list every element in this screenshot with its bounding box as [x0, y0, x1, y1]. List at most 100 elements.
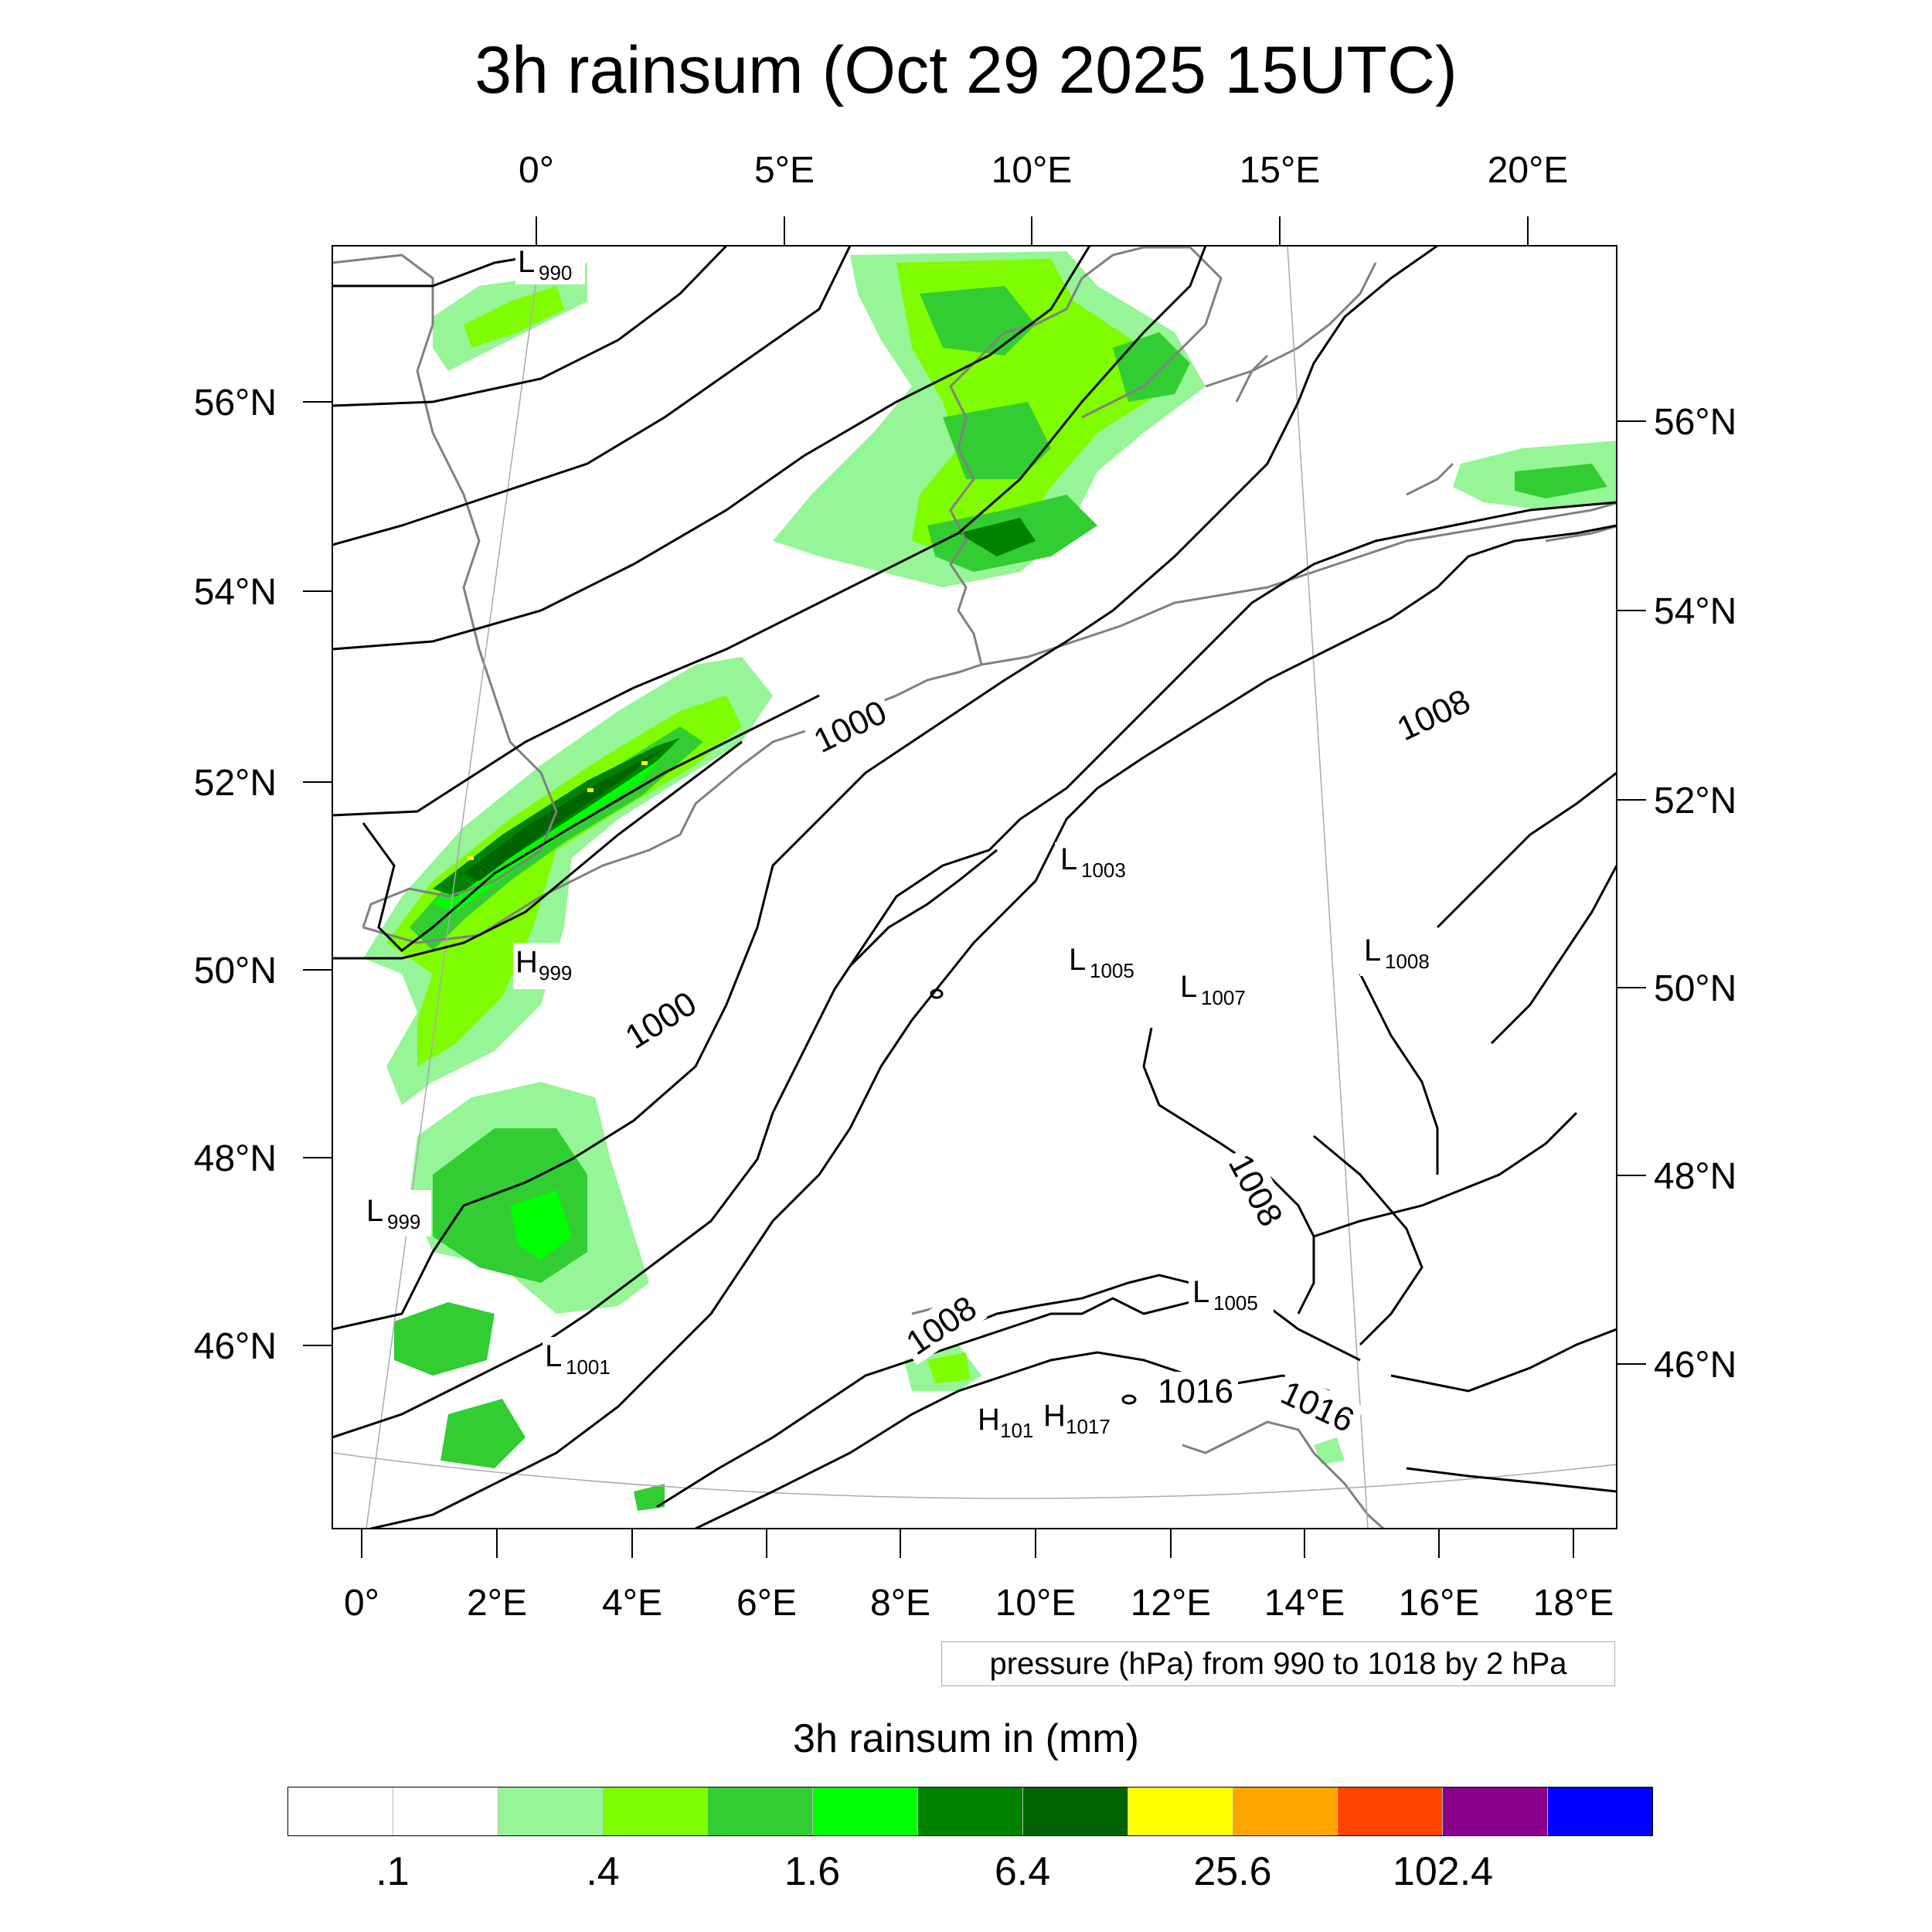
top-axis: 0° 5°E 10°E 15°E 20°E	[519, 150, 1568, 191]
coastline	[1205, 262, 1377, 388]
pressure-center: L 1001	[543, 1337, 620, 1383]
coastline	[1235, 354, 1269, 403]
isobar	[1406, 1467, 1617, 1493]
axis-tick-label: 18°E	[1533, 1583, 1614, 1624]
coastline	[981, 502, 1617, 666]
label-box	[1270, 1371, 1365, 1442]
colorbar-cell	[1128, 1787, 1233, 1835]
isobar	[362, 694, 820, 952]
isobar	[332, 246, 1438, 1331]
isobar-loop	[930, 988, 944, 999]
center-value: 101	[1000, 1419, 1033, 1442]
pressure-centers: L 990 H 999 L 999 L 1001 L 1003	[362, 245, 1437, 1445]
axis-tick-label: 52°N	[194, 763, 277, 804]
rain-area	[958, 518, 1036, 556]
rain-area	[634, 1484, 665, 1511]
isobar	[332, 246, 728, 407]
axis-tick-label: 52°N	[1654, 781, 1736, 821]
colorbar	[287, 1787, 1653, 1836]
label-box	[612, 978, 706, 1056]
isobar	[332, 246, 852, 546]
rain-area	[943, 402, 1051, 479]
label-box	[1176, 970, 1253, 1012]
isobar-value: 1016	[1275, 1374, 1359, 1440]
coastline	[332, 253, 558, 928]
colorbar-cell	[498, 1787, 604, 1835]
center-letter: H	[515, 945, 538, 979]
axis-tick-label: 14°E	[1264, 1583, 1345, 1624]
label-box	[543, 1337, 620, 1383]
isobar	[1436, 771, 1617, 929]
center-value: 999	[539, 961, 572, 985]
rain-area	[440, 1399, 526, 1468]
center-letter: H	[1043, 1399, 1066, 1433]
label-box	[803, 690, 897, 763]
pressure-center: L 1008	[1360, 934, 1437, 976]
isobar	[332, 740, 743, 960]
axis-tick-label: 16°E	[1399, 1583, 1480, 1624]
isobar-value: 1008	[1391, 682, 1475, 749]
axis-tick-label: 50°N	[1654, 968, 1736, 1009]
colorbar-cell	[1443, 1787, 1549, 1835]
pressure-center: L 1003	[1055, 842, 1140, 885]
colorbar-label: 25.6	[1193, 1849, 1272, 1894]
rain-area	[927, 1352, 970, 1383]
isobar	[332, 501, 1617, 1439]
center-value: 1003	[1081, 859, 1126, 882]
axis-tick-label: 15°E	[1240, 150, 1321, 191]
isobar-loop	[1121, 1394, 1137, 1405]
label-box	[1055, 842, 1140, 885]
axis-tick-label: 0°	[519, 150, 554, 191]
coastline	[1406, 462, 1454, 496]
center-letter: H	[978, 1403, 1000, 1437]
rain-area	[1314, 1437, 1345, 1464]
rain-area	[1113, 332, 1190, 402]
colorbar-label: 1.6	[784, 1849, 841, 1894]
label-box	[1040, 1399, 1121, 1441]
right-axis: 56°N 54°N 52°N 50°N 48°N 46°N	[1654, 402, 1736, 1386]
axis-tick-label: 12°E	[1131, 1583, 1212, 1624]
isobar	[849, 849, 998, 968]
isobar	[957, 1274, 1191, 1331]
isobar	[1359, 973, 1439, 1175]
pressure-center: L 990	[515, 245, 585, 284]
axis-tick-label: 2°E	[467, 1583, 527, 1624]
label-box	[515, 246, 585, 284]
center-value: 1007	[1201, 986, 1246, 1009]
center-letter: L	[1060, 842, 1077, 876]
colorbar-cell	[288, 1787, 393, 1835]
pressure-center: H 101	[975, 1403, 1041, 1445]
rain-spot	[587, 788, 594, 792]
label-box	[1153, 1372, 1238, 1410]
center-value: 1001	[566, 1355, 611, 1379]
colorbar-cell	[1022, 1787, 1128, 1835]
isobar	[370, 524, 1617, 1529]
pressure-center: H 999	[513, 943, 583, 989]
rain-area	[394, 1302, 495, 1376]
colorbar-cell	[1338, 1787, 1444, 1835]
coastlines	[332, 246, 1617, 1529]
label-box	[1189, 1275, 1274, 1318]
center-letter: L	[518, 245, 535, 279]
rainfall-field	[363, 251, 1617, 1511]
center-letter: L	[366, 1194, 383, 1228]
axis-tick-label: 48°N	[194, 1138, 277, 1179]
graticule-parallel	[332, 1452, 1617, 1499]
isobar	[1390, 1328, 1617, 1393]
label-box	[362, 1190, 431, 1236]
axis-tick-label: 56°N	[194, 383, 277, 423]
tick-marks	[303, 216, 1646, 1558]
label-box	[1219, 1143, 1293, 1237]
center-value: 1005	[1090, 959, 1134, 982]
rain-area	[464, 748, 665, 881]
label-box	[1065, 943, 1142, 985]
isobar-value: 1000	[808, 693, 892, 760]
colorbar-label: .4	[586, 1849, 620, 1894]
axis-tick-label: 54°N	[194, 572, 277, 613]
isobar-labels: 1000 1000 1008 1008 1008 1016 1016	[612, 679, 1481, 1442]
center-value: 1008	[1385, 950, 1430, 973]
rain-spot	[641, 761, 648, 765]
rain-area	[386, 696, 742, 1066]
center-letter: L	[1069, 943, 1086, 977]
